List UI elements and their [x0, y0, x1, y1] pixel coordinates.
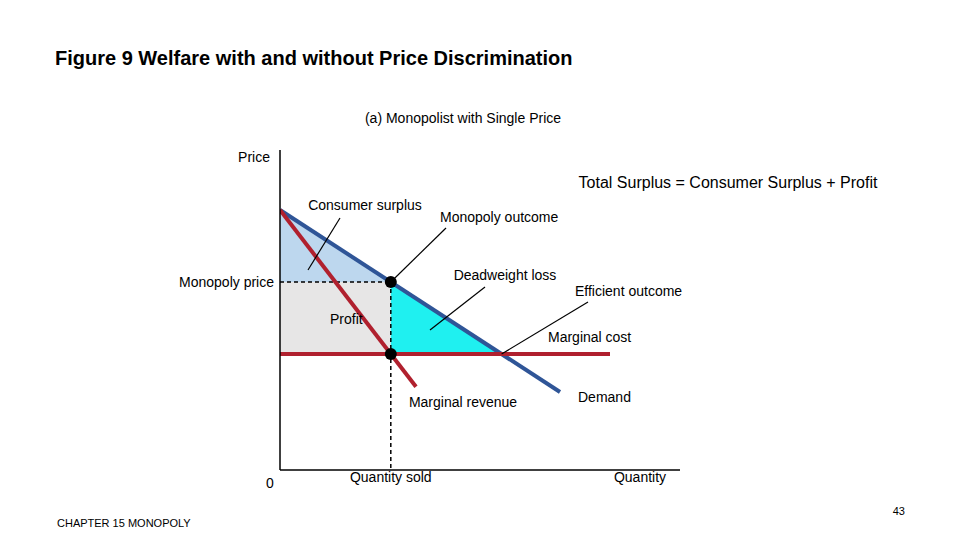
svg-text:Price: Price	[238, 149, 270, 165]
svg-text:Figure 9 Welfare with and with: Figure 9 Welfare with and without Price …	[55, 47, 573, 69]
svg-text:Monopoly outcome: Monopoly outcome	[440, 209, 559, 225]
svg-text:Profit: Profit	[330, 311, 363, 327]
svg-text:Deadweight loss: Deadweight loss	[454, 267, 557, 283]
svg-text:Quantity sold: Quantity sold	[350, 469, 432, 485]
svg-text:0: 0	[266, 475, 274, 491]
svg-text:Marginal revenue: Marginal revenue	[409, 394, 517, 410]
svg-text:CHAPTER 15 MONOPOLY: CHAPTER 15 MONOPOLY	[57, 517, 191, 529]
svg-text:Total Surplus = Consumer Surpl: Total Surplus = Consumer Surplus + Profi…	[579, 174, 878, 191]
svg-text:Monopoly price: Monopoly price	[179, 274, 274, 290]
svg-text:Efficient outcome: Efficient outcome	[575, 283, 682, 299]
svg-text:Consumer surplus: Consumer surplus	[308, 197, 422, 213]
svg-text:Demand: Demand	[578, 389, 631, 405]
svg-text:Quantity: Quantity	[614, 469, 666, 485]
svg-text:43: 43	[893, 505, 905, 517]
svg-text:Marginal cost: Marginal cost	[548, 329, 631, 345]
svg-text:(a) Monopolist with Single Pri: (a) Monopolist with Single Price	[365, 110, 561, 126]
